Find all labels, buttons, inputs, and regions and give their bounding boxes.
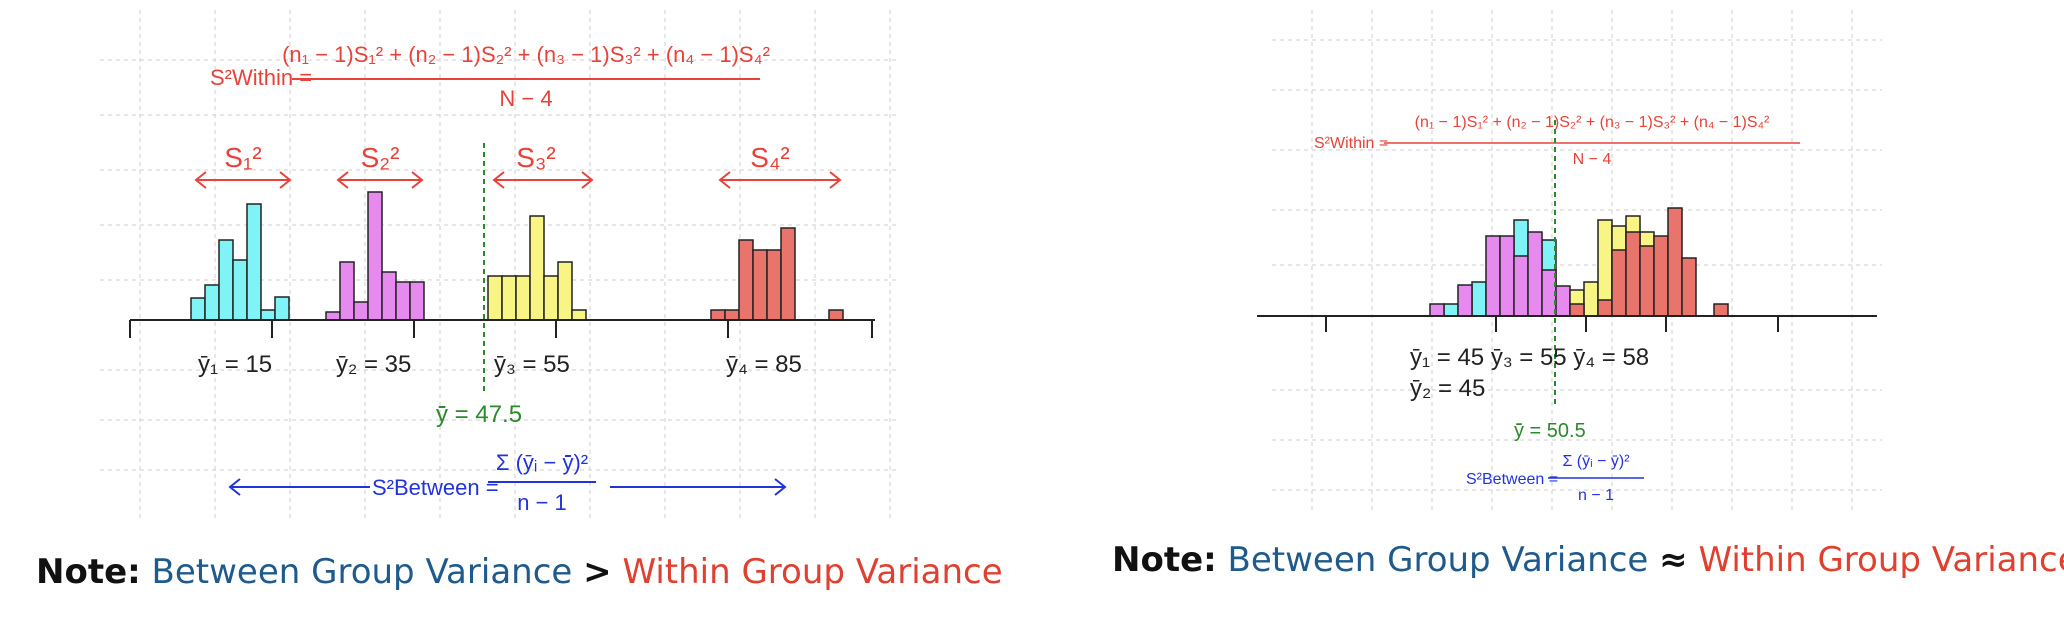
right-within-denominator: N − 4: [1573, 151, 1612, 168]
right-note: Note: Between Group Variance ≈ Within Gr…: [1112, 540, 2064, 580]
left-histogram-group4: [710, 227, 844, 321]
left-note: Note: Between Group Variance > Within Gr…: [36, 552, 1003, 592]
right-mean-line1: ȳ₁ = 45 ȳ₃ = 55 ȳ₄ = 58: [1410, 344, 1649, 371]
right-panel: S²Within = (n₁ − 1)S₁² + (n₂ − 1)S₂² + (…: [1032, 0, 2064, 622]
left-between-lhs: S²Between =: [372, 475, 499, 500]
left-note-within: Within Group Variance: [622, 552, 1003, 592]
right-mean-line2: ȳ₂ = 45: [1410, 375, 1485, 402]
left-group-variance-arrows: [194, 171, 842, 189]
left-histogram-group2: [325, 191, 425, 321]
left-within-numerator: (n₁ − 1)S₁² + (n₂ − 1)S₂² + (n₃ − 1)S₃² …: [282, 42, 770, 67]
right-between-numerator: Σ (ȳᵢ − ȳ̄)²: [1562, 453, 1630, 470]
right-between-denominator: n − 1: [1578, 487, 1614, 504]
right-between-formula: S²Between = Σ (ȳᵢ − ȳ̄)² n − 1: [1466, 453, 1644, 504]
right-axis: [1257, 315, 1877, 332]
left-group-variance-labels: S₁² S₂² S₃² S₄²: [224, 142, 789, 173]
mean-4-label: ȳ₄ = 85: [726, 351, 802, 378]
left-axis: [129, 319, 875, 338]
right-note-prefix: Note:: [1112, 540, 1217, 580]
right-within-formula: S²Within = (n₁ − 1)S₁² + (n₂ − 1)S₂² + (…: [1314, 114, 1800, 168]
s4-label: S₄²: [750, 142, 789, 173]
left-diagram: S²Within = (n₁ − 1)S₁² + (n₂ − 1)S₂² + (…: [100, 10, 900, 520]
left-panel: S²Within = (n₁ − 1)S₁² + (n₂ − 1)S₂² + (…: [0, 0, 1032, 622]
mean-2-label: ȳ₂ = 35: [336, 351, 411, 378]
left-note-prefix: Note:: [36, 552, 141, 592]
left-within-lhs: S²Within =: [210, 65, 312, 90]
left-within-denominator: N − 4: [499, 86, 552, 111]
mean-1-label: ȳ₁ = 15: [198, 351, 272, 378]
s3-label: S₃²: [516, 142, 555, 173]
right-between-lhs: S²Between =: [1466, 471, 1558, 488]
left-histogram-group3: [487, 215, 587, 321]
left-note-between: Between Group Variance: [151, 552, 573, 592]
right-diagram: S²Within = (n₁ − 1)S₁² + (n₂ − 1)S₂² + (…: [1257, 10, 1882, 510]
s1-label: S₁²: [224, 142, 261, 173]
right-within-lhs: S²Within =: [1314, 135, 1388, 152]
left-between-formula: S²Between = Σ (ȳᵢ − ȳ̄)² n − 1: [228, 450, 787, 515]
left-note-operator: >: [583, 552, 612, 592]
left-grid: [100, 10, 900, 520]
right-note-between: Between Group Variance: [1227, 540, 1649, 580]
right-grand-mean-label: ȳ̄ = 50.5: [1514, 420, 1586, 442]
right-histogram-group2: [1429, 231, 1571, 317]
left-histogram-group1: [190, 203, 290, 321]
left-between-denominator: n − 1: [517, 490, 567, 515]
s2-label: S₂²: [361, 142, 400, 173]
right-group-means: ȳ₁ = 45 ȳ₃ = 55 ȳ₄ = 58 ȳ₂ = 45: [1410, 344, 1649, 402]
right-note-operator: ≈: [1659, 540, 1688, 580]
right-note-within: Within Group Variance: [1698, 540, 2064, 580]
left-grand-mean-label: ȳ̄ = 47.5: [436, 401, 522, 428]
mean-3-label: ȳ₃ = 55: [494, 351, 570, 378]
left-within-formula: S²Within = (n₁ − 1)S₁² + (n₂ − 1)S₂² + (…: [210, 42, 770, 111]
left-between-numerator: Σ (ȳᵢ − ȳ̄)²: [496, 450, 588, 475]
left-group-means: ȳ₁ = 15 ȳ₂ = 35 ȳ₃ = 55 ȳ₄ = 85: [198, 351, 802, 378]
right-within-numerator: (n₁ − 1)S₁² + (n₂ − 1)S₂² + (n₃ − 1)S₃² …: [1415, 114, 1770, 131]
